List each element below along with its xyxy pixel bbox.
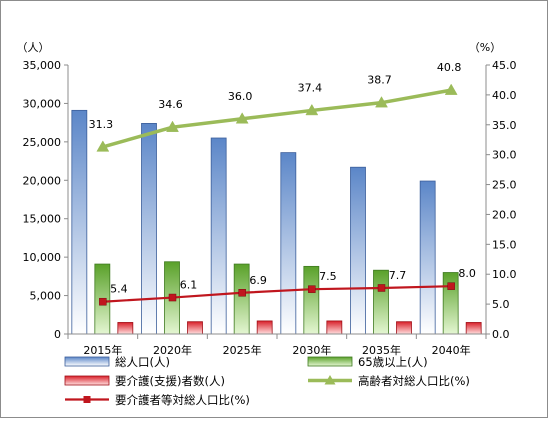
elderly-ratio-data-label-2: 34.6 bbox=[158, 98, 183, 111]
right-tick-label: 40.0 bbox=[492, 89, 517, 102]
x-tick-label: 2020年 bbox=[153, 343, 192, 357]
x-tick-label: 2035年 bbox=[362, 343, 401, 357]
legend-swatch bbox=[64, 356, 110, 367]
legend-label: 要介護(支援)者数(人) bbox=[115, 374, 225, 388]
bar-total-population-5 bbox=[350, 166, 366, 335]
care-ratio-data-label-6: 8.0 bbox=[458, 267, 476, 280]
legend-item-3: 要介護(支援)者数(人) bbox=[64, 374, 225, 388]
right-tick-label: 25.0 bbox=[492, 179, 517, 192]
legend-item-2: 65歳以上(人) bbox=[307, 355, 428, 369]
bar-age-65-plus-5 bbox=[373, 269, 389, 335]
left-axis-unit: （人） bbox=[17, 41, 50, 54]
care-ratio-data-label-1: 5.4 bbox=[110, 283, 128, 296]
elderly-ratio-point-2 bbox=[166, 120, 179, 132]
legend-swatch bbox=[307, 356, 353, 367]
elderly-ratio-point-4 bbox=[305, 103, 319, 116]
elderly-ratio-point-1 bbox=[96, 140, 110, 152]
legend-item-5: 要介護者等対総人口比(%) bbox=[65, 393, 250, 407]
bar-care-recipients-3 bbox=[256, 320, 273, 335]
axis-lines bbox=[67, 65, 487, 339]
right-tick-label: 15.0 bbox=[492, 238, 517, 251]
right-tick-label: 20.0 bbox=[492, 208, 517, 221]
left-tick-label: 30,000 bbox=[23, 97, 62, 110]
left-axis: 0 5,000 10,000 15,000 20,000 25,000 30,000 35,0… bbox=[23, 59, 68, 341]
right-axis-unit: （%） bbox=[469, 41, 501, 54]
legend-label: 65歳以上(人) bbox=[358, 355, 428, 369]
care-ratio-data-label-4: 7.5 bbox=[319, 270, 337, 283]
left-tick-label: 25,000 bbox=[23, 136, 62, 149]
bar-total-population-3 bbox=[210, 137, 227, 335]
legend-item-1: 総人口(人) bbox=[64, 355, 170, 369]
care-ratio-point-1 bbox=[99, 297, 107, 306]
left-tick-label: 15,000 bbox=[23, 213, 62, 226]
bar-total-population-4 bbox=[280, 152, 297, 335]
legend-item-4: 高齢者対総人口比(%) bbox=[308, 374, 470, 388]
x-tick-label: 2030年 bbox=[292, 343, 331, 357]
bar-series-group bbox=[71, 109, 482, 335]
elderly-ratio-data-label-6: 40.8 bbox=[437, 61, 462, 74]
x-axis-labels: 2015年 2020年 2025年 2030年 2035年 2040年 bbox=[83, 343, 470, 357]
right-tick-label: 45.0 bbox=[492, 59, 517, 72]
elderly-ratio-data-label-1: 31.3 bbox=[89, 118, 114, 131]
elderly-ratio-point-3 bbox=[235, 112, 249, 124]
bar-care-recipients-1 bbox=[117, 322, 134, 335]
care-ratio-data-label-2: 6.1 bbox=[180, 279, 198, 292]
bar-total-population-6 bbox=[419, 180, 436, 335]
care-ratio-point-3 bbox=[238, 289, 246, 297]
legend-swatch bbox=[64, 375, 110, 386]
left-tick-label: 35,000 bbox=[23, 59, 62, 72]
bar-age-65-plus-3 bbox=[233, 263, 250, 335]
legend-label: 要介護者等対総人口比(%) bbox=[115, 393, 250, 407]
left-tick-label: 20,000 bbox=[23, 174, 62, 187]
bar-age-65-plus-6 bbox=[442, 272, 459, 335]
bar-age-65-plus-4 bbox=[303, 265, 320, 335]
bar-care-recipients-2 bbox=[187, 321, 203, 335]
x-tick-label: 2025年 bbox=[223, 343, 262, 357]
right-tick-label: 35.0 bbox=[492, 119, 517, 132]
right-tick-label: 5.0 bbox=[492, 298, 510, 311]
right-axis: 0.0 5.0 10.0 15.0 20.0 25.0 30.0 35.0 40.0 45.0 bbox=[486, 59, 517, 341]
bar-total-population-2 bbox=[141, 123, 157, 335]
left-tick-label: 5,000 bbox=[30, 290, 62, 303]
care-ratio-point-4 bbox=[308, 285, 316, 293]
legend-label: 高齢者対総人口比(%) bbox=[358, 374, 470, 388]
bar-care-recipients-4 bbox=[326, 320, 343, 335]
legend: 総人口(人) 65歳以上(人) 要介護(支援)者数(人) 高齢者対総人口比(%) 要介護… bbox=[64, 355, 470, 407]
bar-care-recipients-5 bbox=[396, 321, 412, 335]
care-ratio-data-label-5: 7.7 bbox=[389, 269, 407, 282]
care-ratio-line bbox=[102, 285, 452, 303]
x-tick-label: 2015年 bbox=[83, 343, 122, 357]
care-ratio-point-2 bbox=[168, 293, 177, 302]
right-tick-label: 10.0 bbox=[492, 268, 517, 281]
legend-marker bbox=[324, 375, 336, 385]
x-tick-label: 2040年 bbox=[432, 343, 471, 357]
legend-label: 総人口(人) bbox=[115, 355, 170, 369]
elderly-ratio-point-6 bbox=[444, 83, 458, 95]
elderly-ratio-data-label-3: 36.0 bbox=[228, 90, 253, 103]
care-ratio-point-6 bbox=[447, 282, 455, 290]
bar-total-population-1 bbox=[71, 109, 88, 335]
left-tick-label: 10,000 bbox=[23, 251, 62, 264]
elderly-ratio-data-label-5: 38.7 bbox=[367, 74, 392, 87]
bar-care-recipients-6 bbox=[465, 322, 482, 335]
right-tick-label: 0.0 bbox=[492, 328, 510, 341]
line-series-group: 31.3 34.6 36.0 37.4 38.7 40.8 5.4 6.1 6.9 7.5 7.7 8… bbox=[89, 61, 476, 306]
care-ratio-point-5 bbox=[377, 284, 386, 292]
right-tick-label: 30.0 bbox=[492, 149, 517, 162]
legend-marker bbox=[83, 396, 91, 403]
left-tick-label: 0 bbox=[54, 328, 61, 341]
care-ratio-data-label-3: 6.9 bbox=[249, 274, 267, 287]
elderly-ratio-line bbox=[102, 88, 452, 149]
elderly-ratio-point-5 bbox=[375, 96, 388, 108]
elderly-ratio-data-label-4: 37.4 bbox=[298, 81, 323, 94]
